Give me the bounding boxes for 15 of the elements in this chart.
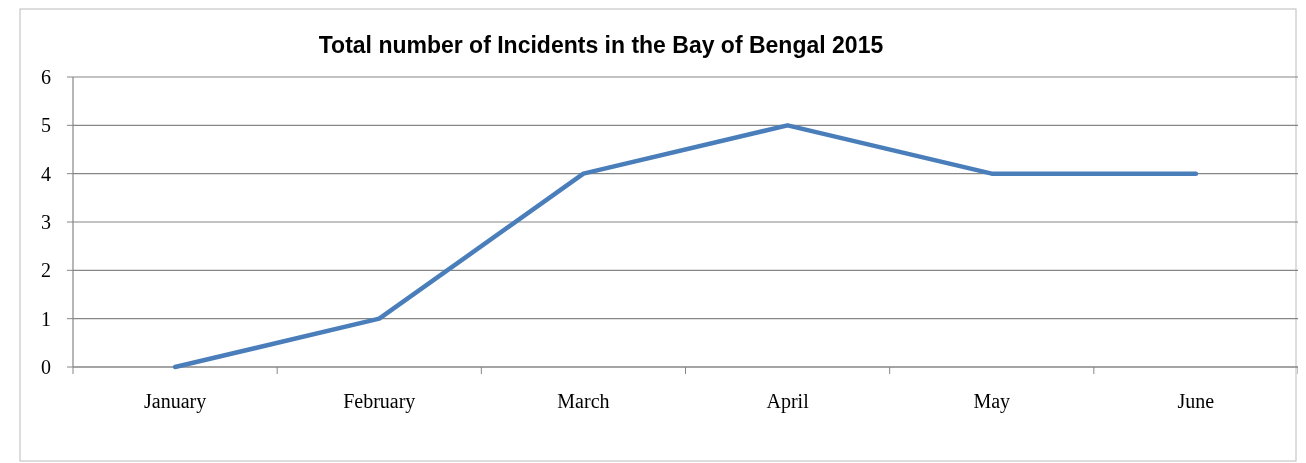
- y-tick-label: 3: [41, 211, 51, 233]
- y-tick-label: 4: [41, 162, 51, 185]
- line-series: [172, 123, 1199, 370]
- x-tick-label: June: [1177, 390, 1215, 412]
- x-tick-label: March: [557, 390, 610, 412]
- chart-title: Total number of Incidents in the Bay of Bengal 2015: [318, 32, 884, 58]
- x-tick-label: May: [973, 390, 1011, 413]
- y-tick-label: 1: [41, 307, 51, 330]
- y-tick-label: 5: [41, 114, 51, 137]
- x-tick-label: January: [143, 390, 207, 413]
- y-tick-label: 2: [41, 259, 51, 282]
- x-tick-label: April: [766, 390, 810, 413]
- y-tick-label: 0: [41, 356, 51, 378]
- x-tick-label: February: [343, 390, 416, 413]
- y-tick-label: 6: [41, 66, 51, 88]
